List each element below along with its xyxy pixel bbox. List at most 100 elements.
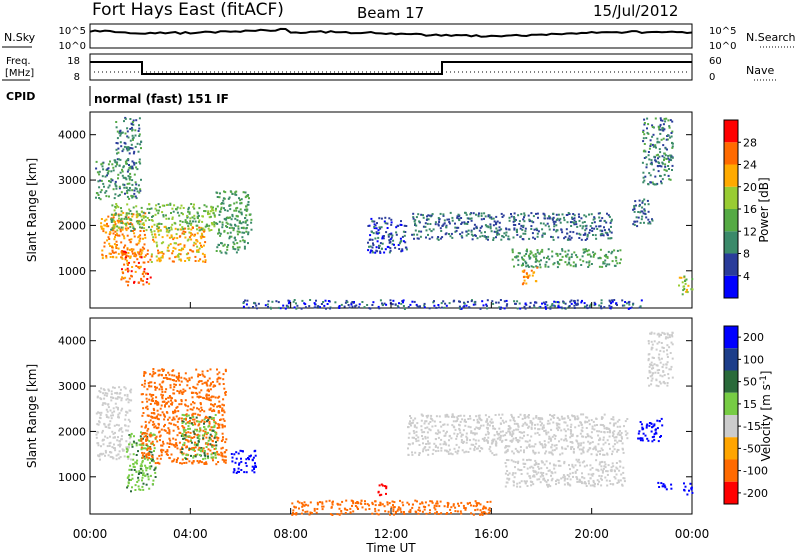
power-cell [143,247,146,250]
power-cell [561,248,564,251]
velocity-cell [116,392,119,395]
power-cell [544,265,547,268]
power-cell [368,238,371,241]
velocity-cell [637,437,640,440]
power-cell [418,220,421,223]
velocity-cell [125,398,128,401]
velocity-cell [587,480,590,483]
power-cell [492,239,495,241]
power-cell [158,233,161,236]
power-cell [487,238,489,241]
velocity-cell [463,418,466,421]
velocity-cell [605,426,608,429]
power-cell [192,244,195,247]
power-cell [470,230,473,233]
velocity-cell [411,421,414,424]
power-cell [403,224,406,227]
power-cell [231,213,234,216]
power-cell [642,212,645,215]
power-cell [156,223,159,226]
power-cell [427,214,430,217]
power-cell [654,117,657,120]
velocity-cell [147,475,150,478]
power-cell [128,177,131,180]
velocity-cell [456,435,458,438]
power-cell [157,222,160,225]
power-cell [658,141,661,144]
velocity-cell [437,449,440,452]
power-cell [129,255,132,258]
power-cell [130,274,133,277]
power-cell [130,238,133,241]
power-cell [519,227,522,230]
power-cell [227,244,230,247]
velocity-cell [456,452,459,455]
power-cell [351,301,354,303]
power-cell [389,299,392,302]
power-cell [135,166,138,169]
power-cell [154,213,157,216]
colorbar-tick-label: 12 [743,225,757,238]
velocity-cell [185,415,188,418]
power-cell [536,251,539,254]
velocity-cell [211,395,214,398]
velocity-cell [147,478,150,481]
power-cell [204,210,207,213]
velocity-cell [647,377,649,380]
velocity-cell [600,416,603,419]
power-cell [220,251,223,254]
velocity-cell [660,357,663,360]
power-cell [606,212,608,215]
power-cell [648,147,651,150]
velocity-cell [613,476,616,478]
power-cell [413,220,416,223]
velocity-cell [622,477,625,480]
velocity-cell [463,414,466,417]
velocity-cell [321,508,324,511]
power-cell [247,306,250,309]
velocity-cell [172,410,174,413]
power-cell [271,300,274,303]
n-search-tick-bottom: 10^0 [709,41,736,52]
power-cell [293,299,296,301]
velocity-cell [110,390,113,393]
power-cell [240,222,243,225]
power-cell [114,220,116,223]
velocity-cell [197,440,200,443]
power-cell [519,235,522,238]
velocity-cell [160,449,162,452]
power-cell [387,233,390,236]
velocity-cell [523,466,526,468]
velocity-cell [433,442,436,445]
power-cell [116,204,119,207]
velocity-cell [100,452,102,455]
power-cell [525,265,528,268]
power-cell [171,216,174,219]
power-cell [214,209,217,212]
power-cell [129,175,132,178]
velocity-cell [164,390,167,393]
velocity-cell [577,458,580,461]
velocity-cell [660,482,663,485]
power-cell [542,232,545,235]
power-cell [187,208,190,211]
velocity-cell [585,427,588,429]
velocity-cell [689,482,692,485]
power-cell [121,226,124,229]
velocity-cell [171,379,174,381]
power-cell [108,184,111,187]
power-cell [533,255,536,258]
velocity-cell [210,403,212,406]
power-cell [235,193,238,196]
power-cell [127,175,130,178]
velocity-cell [661,424,664,427]
power-cell [187,206,190,209]
velocity-cell [211,445,214,448]
velocity-cell [236,470,239,473]
velocity-cell [669,352,672,354]
velocity-cell [585,436,587,439]
power-cell [245,205,247,208]
power-cell [603,262,606,265]
velocity-cell [588,419,590,422]
velocity-cell [104,425,107,428]
